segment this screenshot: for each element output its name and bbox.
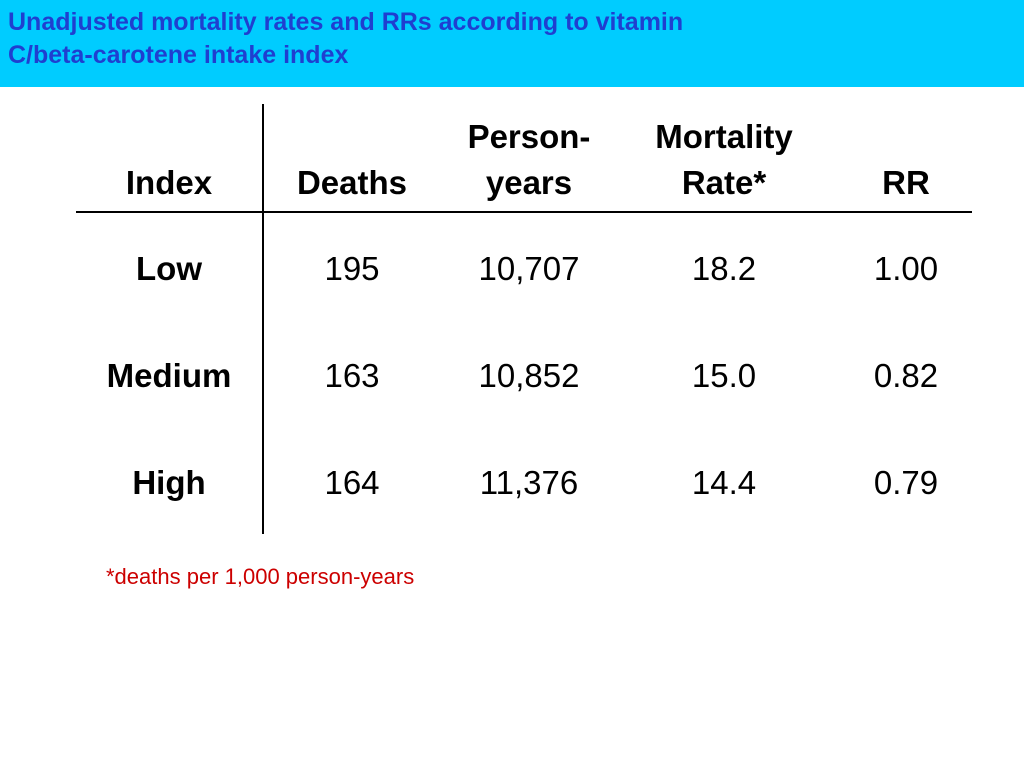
header-divider	[76, 211, 972, 213]
header-mortality-rate-line-2: Rate*	[681, 164, 767, 201]
row-low-mortality-rate: 18.2	[691, 250, 757, 287]
row-medium-rr: 0.82	[873, 357, 939, 394]
row-high-deaths: 164	[324, 464, 380, 501]
header-rr-label: RR	[882, 164, 930, 201]
row-low-index: Low	[136, 250, 202, 287]
row-medium-index: Medium	[106, 357, 232, 394]
row-medium-person-years: 10,852	[478, 357, 580, 394]
header-mortality-rate: Mortality Rate*	[626, 114, 822, 206]
header-rr: RR	[846, 160, 966, 206]
header-mortality-rate-line-1: Mortality	[655, 118, 793, 155]
index-column-divider	[262, 104, 264, 534]
row-low-deaths: 195	[324, 250, 380, 287]
slide-title-line-2: C/beta-carotene intake index	[8, 41, 349, 69]
header-person-years-line-2: years	[485, 164, 573, 201]
row-high-mortality-rate: 14.4	[691, 464, 757, 501]
row-high-person-years: 11,376	[479, 464, 579, 501]
header-deaths-label: Deaths	[296, 164, 408, 201]
header-deaths: Deaths	[276, 160, 428, 206]
row-high-index: High	[132, 464, 206, 501]
row-medium-deaths: 163	[324, 357, 380, 394]
header-person-years: Person- years	[446, 114, 612, 206]
row-medium-mortality-rate: 15.0	[691, 357, 757, 394]
row-low-person-years: 10,707	[478, 250, 580, 287]
header-person-years-line-1: Person-	[467, 118, 591, 155]
footnote: *deaths per 1,000 person-years	[106, 564, 415, 589]
row-low-rr: 1.00	[873, 250, 939, 287]
slide-title-line-1: Unadjusted mortality rates and RRs accor…	[8, 8, 684, 36]
slide-title: Unadjusted mortality rates and RRs accor…	[8, 6, 1008, 72]
header-index-label: Index	[125, 164, 213, 201]
row-high-rr: 0.79	[873, 464, 939, 501]
title-bar: Unadjusted mortality rates and RRs accor…	[0, 0, 1024, 87]
header-index: Index	[98, 160, 240, 206]
